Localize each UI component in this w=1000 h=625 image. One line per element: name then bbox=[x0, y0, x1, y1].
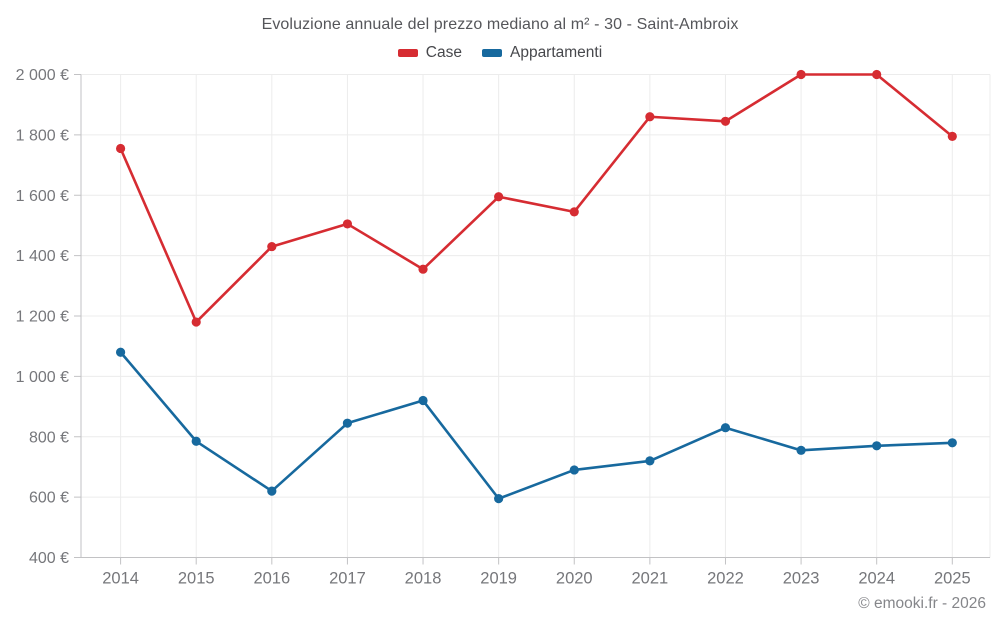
data-point-case[interactable] bbox=[191, 317, 201, 327]
x-axis-label: 2014 bbox=[102, 570, 139, 588]
data-point-appartamenti[interactable] bbox=[872, 441, 882, 451]
data-point-case[interactable] bbox=[796, 69, 806, 80]
data-point-appartamenti[interactable] bbox=[191, 436, 201, 446]
data-point-appartamenti[interactable] bbox=[569, 465, 579, 475]
data-point-case[interactable] bbox=[872, 69, 882, 80]
data-point-case[interactable] bbox=[342, 219, 353, 229]
data-point-case[interactable] bbox=[645, 112, 655, 122]
x-axis-label: 2016 bbox=[253, 570, 290, 588]
x-axis-label: 2024 bbox=[858, 570, 895, 588]
y-axis-label: 1 600 € bbox=[16, 188, 69, 205]
data-point-appartamenti[interactable] bbox=[342, 418, 353, 428]
copyright: © emooki.fr - 2026 bbox=[858, 595, 986, 612]
x-axis-label: 2018 bbox=[405, 570, 442, 588]
legend-item-case[interactable]: Case bbox=[397, 44, 462, 62]
data-point-case[interactable] bbox=[116, 143, 126, 154]
legend-label-appartamenti: Appartamenti bbox=[509, 44, 603, 61]
x-axis-label: 2023 bbox=[783, 570, 820, 588]
y-axis-label: 1 200 € bbox=[16, 309, 69, 326]
data-point-appartamenti[interactable] bbox=[116, 347, 126, 357]
data-point-case[interactable] bbox=[418, 264, 428, 274]
y-axis-label: 600 € bbox=[29, 490, 69, 507]
y-axis-label: 1 400 € bbox=[16, 248, 69, 265]
x-axis-label: 2021 bbox=[632, 570, 669, 588]
legend-swatch-case-icon bbox=[397, 49, 418, 57]
x-axis-label: 2015 bbox=[178, 570, 215, 588]
data-point-appartamenti[interactable] bbox=[796, 445, 806, 455]
data-point-appartamenti[interactable] bbox=[494, 494, 504, 504]
legend-item-appartamenti[interactable]: Appartamenti bbox=[481, 44, 603, 62]
x-axis-label: 2022 bbox=[707, 570, 744, 588]
series-line-appartamenti bbox=[119, 350, 954, 500]
data-point-case[interactable] bbox=[267, 241, 277, 252]
data-point-appartamenti[interactable] bbox=[720, 423, 731, 433]
y-axis-label: 400 € bbox=[29, 550, 69, 567]
series-line-case bbox=[119, 73, 954, 324]
data-point-case[interactable] bbox=[720, 116, 731, 126]
y-axis-label: 2 000 € bbox=[16, 67, 69, 84]
x-axis-label: 2017 bbox=[329, 570, 366, 588]
data-point-appartamenti[interactable] bbox=[418, 395, 428, 406]
data-point-case[interactable] bbox=[947, 131, 957, 141]
data-point-appartamenti[interactable] bbox=[645, 456, 655, 466]
data-point-case[interactable] bbox=[569, 207, 579, 217]
x-axis-label: 2025 bbox=[934, 570, 971, 588]
y-axis-label: 800 € bbox=[29, 429, 69, 446]
legend-swatch-appartamenti-icon bbox=[481, 49, 502, 57]
legend-label-case: Case bbox=[425, 44, 462, 61]
data-point-appartamenti[interactable] bbox=[947, 438, 957, 448]
y-axis-label: 1 000 € bbox=[16, 369, 69, 386]
y-axis-label: 1 800 € bbox=[16, 127, 69, 144]
x-axis-label: 2019 bbox=[480, 570, 517, 588]
data-point-case[interactable] bbox=[494, 192, 504, 202]
chart-legend: Case Appartamenti bbox=[0, 44, 1000, 62]
data-point-appartamenti[interactable] bbox=[267, 486, 277, 496]
x-axis-label: 2020 bbox=[556, 570, 593, 588]
chart-title: Evoluzione annuale del prezzo mediano al… bbox=[261, 16, 739, 33]
